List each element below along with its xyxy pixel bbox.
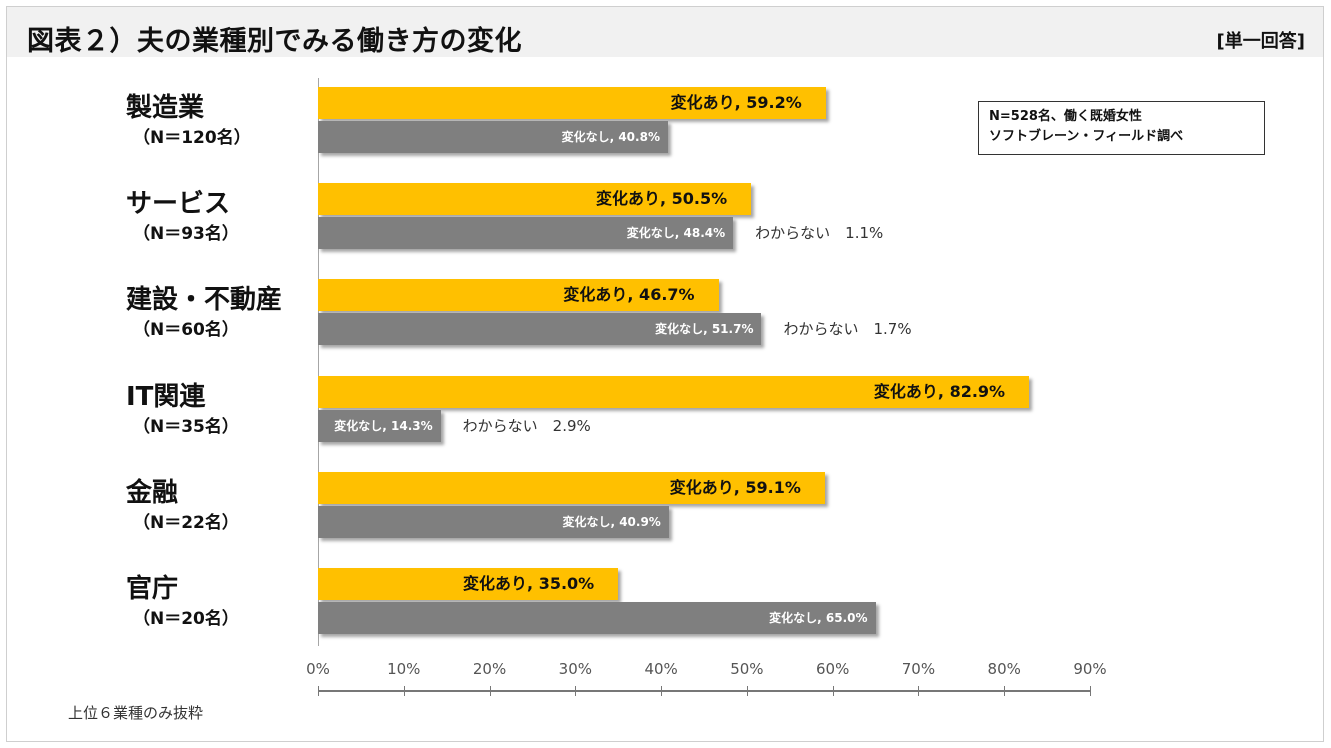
x-tick-label: 50%: [730, 660, 764, 678]
x-tick-label: 40%: [644, 660, 678, 678]
bar-unchanged: 変化なし, 40.8%: [318, 121, 668, 153]
category-sample-size: （N＝120名）: [133, 128, 251, 148]
x-tick-label: 0%: [306, 660, 330, 678]
answer-type-label: [単一回答]: [1216, 31, 1305, 52]
category-label: 製造業: [126, 93, 205, 123]
x-tick-mark: [575, 686, 576, 696]
category-label: 金融: [126, 477, 179, 508]
bar-changed-label: 変化あり, 46.7%: [563, 285, 695, 305]
bar-unchanged: 変化なし, 14.3%: [318, 409, 441, 442]
bar-unchanged-label: 変化なし, 14.3%: [334, 418, 433, 433]
bar-changed-label: 変化あり, 50.5%: [596, 189, 728, 209]
bar-changed-label: 変化あり, 82.9%: [873, 381, 1006, 401]
chart-title: 図表２）夫の業種別でみる働き方の変化: [27, 26, 522, 57]
bar-changed: 変化あり, 35.0%: [318, 568, 619, 600]
x-tick-mark: [918, 686, 919, 696]
x-tick-mark: [1004, 686, 1005, 696]
note-line-source: ソフトブレーン・フィールド調べ: [989, 129, 1184, 144]
bar-unchanged: 変化なし, 48.4%: [318, 217, 734, 250]
x-tick-label: 90%: [1073, 660, 1107, 678]
x-tick-mark: [661, 686, 662, 696]
bar-changed: 変化あり, 46.7%: [318, 279, 719, 312]
note-box: N=528名、働く既婚女性 ソフトブレーン・フィールド調べ: [978, 101, 1265, 155]
bar-changed-label: 変化あり, 59.2%: [670, 93, 802, 112]
unknown-value-label: わからない 2.9%: [462, 416, 591, 435]
bar-unchanged-label: 変化なし, 65.0%: [769, 611, 868, 625]
category-label: IT関連: [126, 381, 206, 412]
bar-changed-label: 変化あり, 35.0%: [463, 574, 595, 593]
x-tick-mark: [747, 686, 748, 696]
category-sample-size: （N＝20名）: [133, 609, 239, 629]
bar-changed: 変化あり, 50.5%: [318, 183, 752, 216]
x-axis-line: [318, 690, 1090, 692]
bar-unchanged-label: 変化なし, 40.8%: [561, 130, 660, 144]
bar-unchanged-label: 変化なし, 51.7%: [655, 322, 754, 337]
unknown-value-label: わからない 1.7%: [783, 320, 912, 339]
title-bar: 図表２）夫の業種別でみる働き方の変化 [単一回答]: [7, 7, 1323, 57]
category-label: 建設・不動産: [126, 285, 283, 316]
bar-unchanged: 変化なし, 65.0%: [318, 602, 876, 634]
bar-changed-label: 変化あり, 59.1%: [669, 477, 801, 497]
category-sample-size: （N＝22名）: [133, 512, 239, 533]
x-tick-mark: [490, 686, 491, 696]
x-tick-label: 30%: [558, 660, 592, 678]
y-axis-line: [318, 78, 319, 646]
note-line-sample: N=528名、働く既婚女性: [989, 109, 1142, 124]
x-tick-label: 10%: [387, 660, 421, 678]
x-tick-label: 60%: [815, 660, 850, 678]
x-tick-mark: [833, 686, 834, 696]
category-label: サービス: [126, 189, 231, 220]
x-tick-mark: [1090, 686, 1091, 696]
x-tick-label: 70%: [901, 660, 936, 678]
category-sample-size: （N＝35名）: [133, 416, 239, 437]
footnote: 上位６業種のみ抜粋: [68, 704, 204, 722]
bar-changed: 変化あり, 59.1%: [318, 471, 825, 504]
bar-unchanged: 変化なし, 51.7%: [318, 313, 762, 346]
category-sample-size: （N＝93名）: [133, 224, 239, 245]
bar-unchanged: 変化なし, 40.9%: [318, 505, 669, 538]
category-label: 官庁: [126, 574, 179, 604]
bar-unchanged-label: 変化なし, 40.9%: [562, 514, 661, 529]
bar-changed: 変化あり, 59.2%: [318, 87, 826, 119]
x-tick-label: 20%: [472, 660, 507, 678]
bar-changed: 変化あり, 82.9%: [318, 375, 1030, 408]
x-tick-mark: [318, 686, 319, 696]
bar-unchanged-label: 変化なし, 48.4%: [626, 226, 726, 241]
unknown-value-label: わからない 1.1%: [755, 224, 884, 243]
x-tick-mark: [404, 686, 405, 696]
category-sample-size: （N＝60名）: [133, 320, 239, 341]
x-tick-label: 80%: [987, 660, 1021, 678]
